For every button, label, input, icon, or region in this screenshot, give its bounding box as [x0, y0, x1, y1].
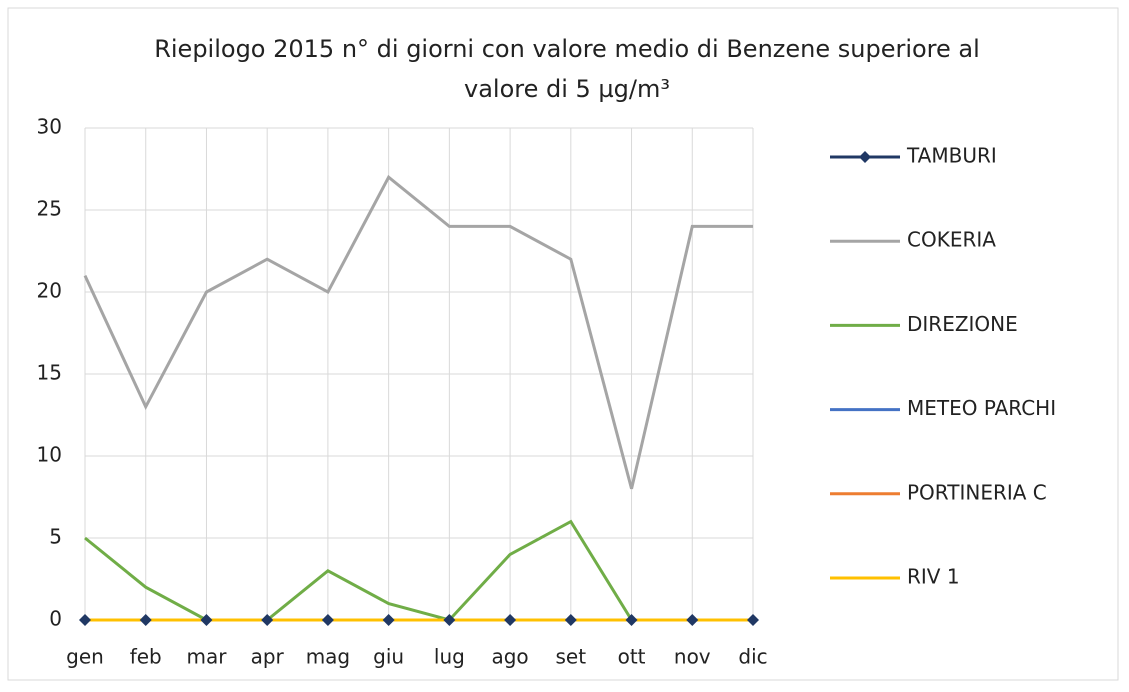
x-tick-label: set	[556, 645, 587, 669]
x-tick-label: ott	[618, 645, 646, 669]
chart-title: Riepilogo 2015 n° di giorni con valore m…	[154, 35, 980, 63]
y-tick-label: 25	[37, 197, 62, 221]
x-tick-label: giu	[373, 645, 404, 669]
x-tick-label: gen	[66, 645, 104, 669]
x-tick-label: lug	[434, 645, 465, 669]
legend-label: DIREZIONE	[907, 312, 1018, 336]
marker	[564, 614, 577, 626]
x-tick-label: mar	[186, 645, 227, 669]
x-tick-label: nov	[674, 645, 711, 669]
y-tick-label: 10	[37, 443, 62, 467]
marker	[686, 614, 699, 626]
legend-label: RIV 1	[907, 565, 960, 589]
marker	[261, 614, 274, 626]
y-tick-label: 0	[49, 607, 62, 631]
x-tick-label: mag	[306, 645, 350, 669]
x-tick-label: dic	[738, 645, 767, 669]
chart-frame	[7, 7, 1119, 681]
y-tick-label: 30	[37, 115, 62, 139]
marker	[382, 614, 395, 626]
series-line	[83, 174, 753, 490]
chart-title: valore di 5 µg/m³	[464, 75, 670, 103]
legend-label: PORTINERIA C	[907, 480, 1047, 504]
marker	[200, 614, 213, 626]
marker	[321, 614, 334, 626]
marker	[139, 614, 152, 626]
legend-label: TAMBURI	[906, 144, 997, 168]
y-tick-label: 15	[37, 361, 62, 385]
y-tick-label: 5	[49, 525, 62, 549]
legend-label: COKERIA	[907, 228, 996, 252]
x-tick-label: ago	[491, 645, 528, 669]
legend-label: METEO PARCHI	[907, 396, 1056, 420]
x-tick-label: feb	[130, 645, 162, 669]
marker	[79, 614, 91, 626]
marker	[443, 614, 456, 626]
marker	[625, 614, 638, 626]
x-tick-label: apr	[251, 645, 285, 669]
y-tick-label: 20	[37, 279, 62, 303]
marker	[747, 614, 759, 626]
marker	[504, 614, 517, 626]
legend-marker	[859, 151, 871, 163]
